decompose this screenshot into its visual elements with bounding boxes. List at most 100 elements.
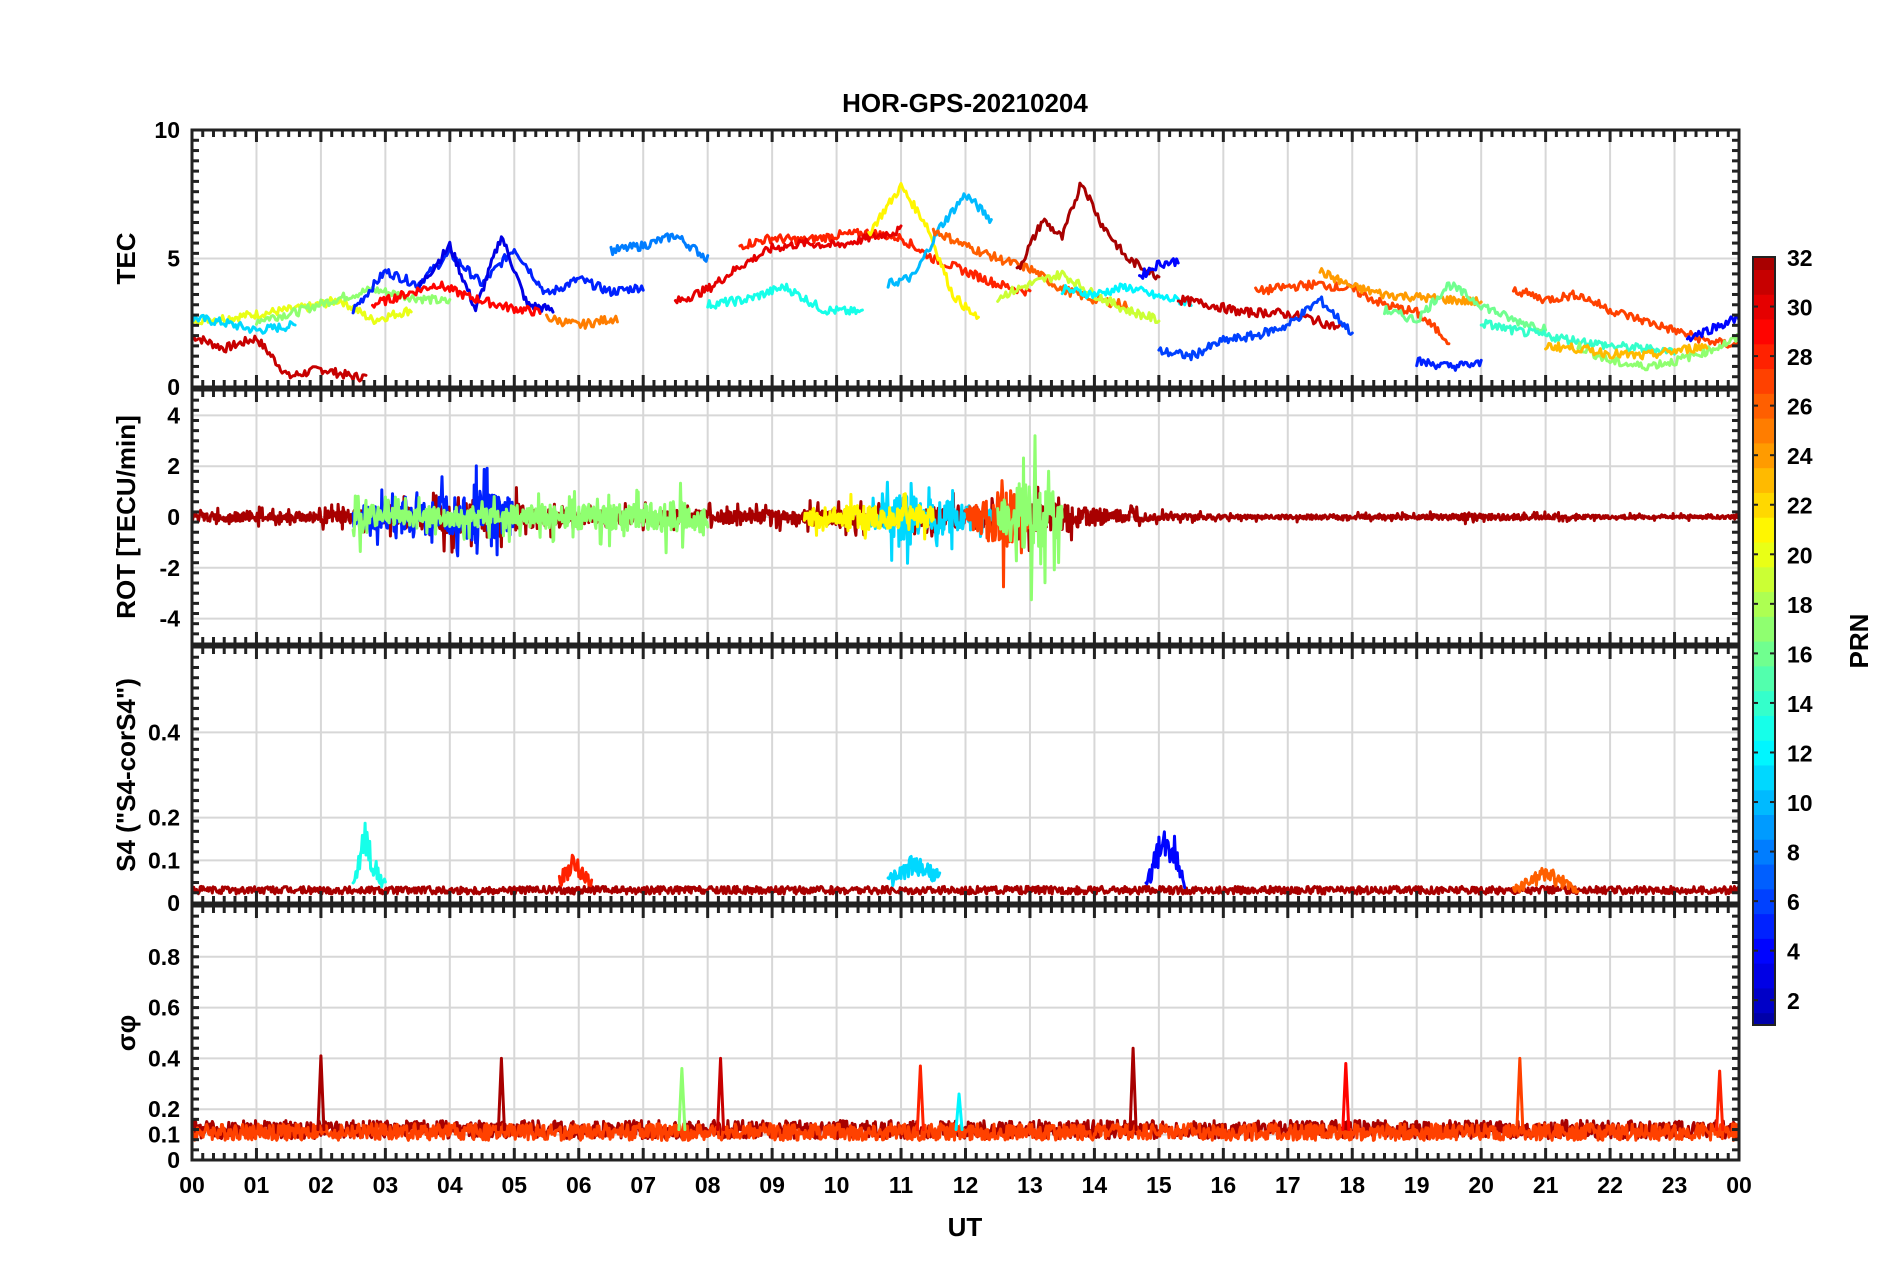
series-prn-17 bbox=[996, 434, 1064, 602]
y-axis-label: TEC bbox=[111, 232, 141, 284]
series-prn-4 bbox=[1685, 313, 1739, 343]
series-prn-5 bbox=[351, 247, 645, 315]
x-tick-label: 19 bbox=[1404, 1172, 1430, 1198]
series-prn-13 bbox=[706, 282, 864, 316]
y-tick-label: 5 bbox=[167, 246, 180, 272]
series-prn-3 bbox=[416, 235, 555, 314]
spike-prn-29 bbox=[1341, 1061, 1351, 1132]
x-tick-label: 22 bbox=[1597, 1172, 1623, 1198]
colorbar-label: PRN bbox=[1844, 614, 1874, 669]
spike-prn-32 bbox=[316, 1054, 326, 1132]
series-prn-21 bbox=[867, 182, 980, 320]
y-tick-label: 10 bbox=[154, 117, 180, 143]
series-prn-20 bbox=[192, 296, 413, 326]
colorbar-tick-label: 26 bbox=[1787, 394, 1813, 420]
colorbar-swatch bbox=[1753, 839, 1775, 865]
x-tick-label: 06 bbox=[566, 1172, 592, 1198]
series-prn-28 bbox=[557, 853, 594, 888]
series-prn-12 bbox=[1060, 282, 1193, 307]
y-axis-label: S4 ("S4-corS4") bbox=[111, 678, 141, 872]
x-tick-label: 17 bbox=[1275, 1172, 1301, 1198]
x-tick-label: 12 bbox=[953, 1172, 979, 1198]
x-tick-label: 10 bbox=[824, 1172, 850, 1198]
y-tick-label: 0.2 bbox=[148, 1096, 180, 1122]
series-prn-13 bbox=[351, 821, 387, 889]
x-tick-label: 07 bbox=[630, 1172, 656, 1198]
colorbar-swatch bbox=[1753, 963, 1775, 989]
colorbar-tick-label: 10 bbox=[1787, 790, 1813, 816]
x-tick-label: 20 bbox=[1468, 1172, 1494, 1198]
y-tick-label: 0.1 bbox=[148, 847, 180, 873]
x-tick-label: 05 bbox=[501, 1172, 527, 1198]
x-tick-label: 03 bbox=[373, 1172, 399, 1198]
colorbar-swatch bbox=[1753, 1012, 1775, 1026]
x-tick-label: 01 bbox=[244, 1172, 270, 1198]
colorbar-tick-label: 18 bbox=[1787, 592, 1813, 618]
colorbar-swatch bbox=[1753, 888, 1775, 915]
spike-prn-17 bbox=[677, 1067, 687, 1132]
series-prn-11 bbox=[192, 313, 297, 335]
colorbar-tick-label: 24 bbox=[1787, 443, 1813, 469]
y-tick-label: 4 bbox=[167, 402, 180, 428]
spike-prn-32 bbox=[496, 1056, 506, 1132]
series-prn-30 bbox=[673, 224, 903, 305]
colorbar-tick-label: 14 bbox=[1787, 691, 1813, 717]
colorbar-swatch bbox=[1753, 690, 1775, 716]
y-axis-label: σφ bbox=[111, 1015, 141, 1051]
y-tick-label: 0.1 bbox=[148, 1122, 180, 1148]
y-tick-label: 0 bbox=[167, 890, 180, 916]
colorbar-swatch bbox=[1753, 257, 1775, 270]
x-tick-label: 16 bbox=[1211, 1172, 1237, 1198]
series-prn-5 bbox=[1415, 356, 1483, 372]
y-tick-label: 0.2 bbox=[148, 805, 180, 831]
minor-ticks bbox=[190, 645, 1741, 905]
x-tick-label: 18 bbox=[1339, 1172, 1365, 1198]
y-tick-label: 0 bbox=[167, 374, 180, 400]
spike-prn-28 bbox=[915, 1064, 925, 1132]
x-axis-label: UT bbox=[948, 1212, 983, 1242]
series-prn-31 bbox=[192, 334, 368, 383]
traces bbox=[192, 434, 1739, 602]
series-prn-25 bbox=[545, 313, 619, 330]
colorbar-tick-label: 4 bbox=[1787, 939, 1800, 965]
series-prn-10 bbox=[886, 192, 993, 289]
minor-ticks bbox=[190, 128, 1741, 389]
series-prn-26 bbox=[1511, 866, 1580, 894]
traces bbox=[192, 181, 1739, 383]
panel-2: -4 -2 0 2 4 ROT [TECU/min] bbox=[111, 388, 1741, 646]
series-prn-8 bbox=[609, 232, 710, 263]
y-tick-label: 0 bbox=[167, 1147, 180, 1173]
series-prn-14 bbox=[1479, 318, 1676, 356]
series-prn-11 bbox=[886, 855, 942, 887]
series-prn-32 bbox=[192, 884, 1739, 896]
colorbar-swatch bbox=[1753, 566, 1775, 593]
colorbar-swatch bbox=[1753, 938, 1775, 964]
series-prn-4 bbox=[1144, 830, 1187, 890]
colorbar-swatch bbox=[1753, 789, 1775, 816]
panel-1: 0 5 10 TEC bbox=[111, 117, 1741, 400]
colorbar-swatch bbox=[1753, 343, 1775, 370]
series-prn-17 bbox=[351, 481, 710, 555]
series-prn-27 bbox=[192, 1122, 1739, 1142]
x-tick-label: 11 bbox=[889, 1172, 914, 1198]
spike-prn-27 bbox=[1515, 1056, 1525, 1132]
y-tick-label: 0.8 bbox=[148, 944, 180, 970]
spike-prn-31 bbox=[716, 1056, 726, 1132]
spike-prn-12 bbox=[954, 1092, 964, 1132]
y-tick-label: -4 bbox=[160, 606, 181, 632]
colorbar-tick-label: 6 bbox=[1787, 889, 1800, 915]
colorbar-swatch bbox=[1753, 541, 1775, 568]
y-tick-label: 0 bbox=[167, 504, 180, 530]
colorbar-swatch bbox=[1753, 913, 1775, 939]
series-prn-6 bbox=[1157, 295, 1354, 362]
x-tick-label: 04 bbox=[437, 1172, 463, 1198]
traces bbox=[192, 1046, 1739, 1142]
y-tick-label: -2 bbox=[160, 555, 180, 581]
y-axis-label: ROT [TECU/min] bbox=[111, 415, 141, 619]
chart-title: HOR-GPS-20210204 bbox=[842, 88, 1088, 118]
series-prn-29 bbox=[371, 280, 542, 317]
series-prn-4 bbox=[1138, 257, 1180, 280]
colorbar-swatch bbox=[1753, 418, 1775, 444]
